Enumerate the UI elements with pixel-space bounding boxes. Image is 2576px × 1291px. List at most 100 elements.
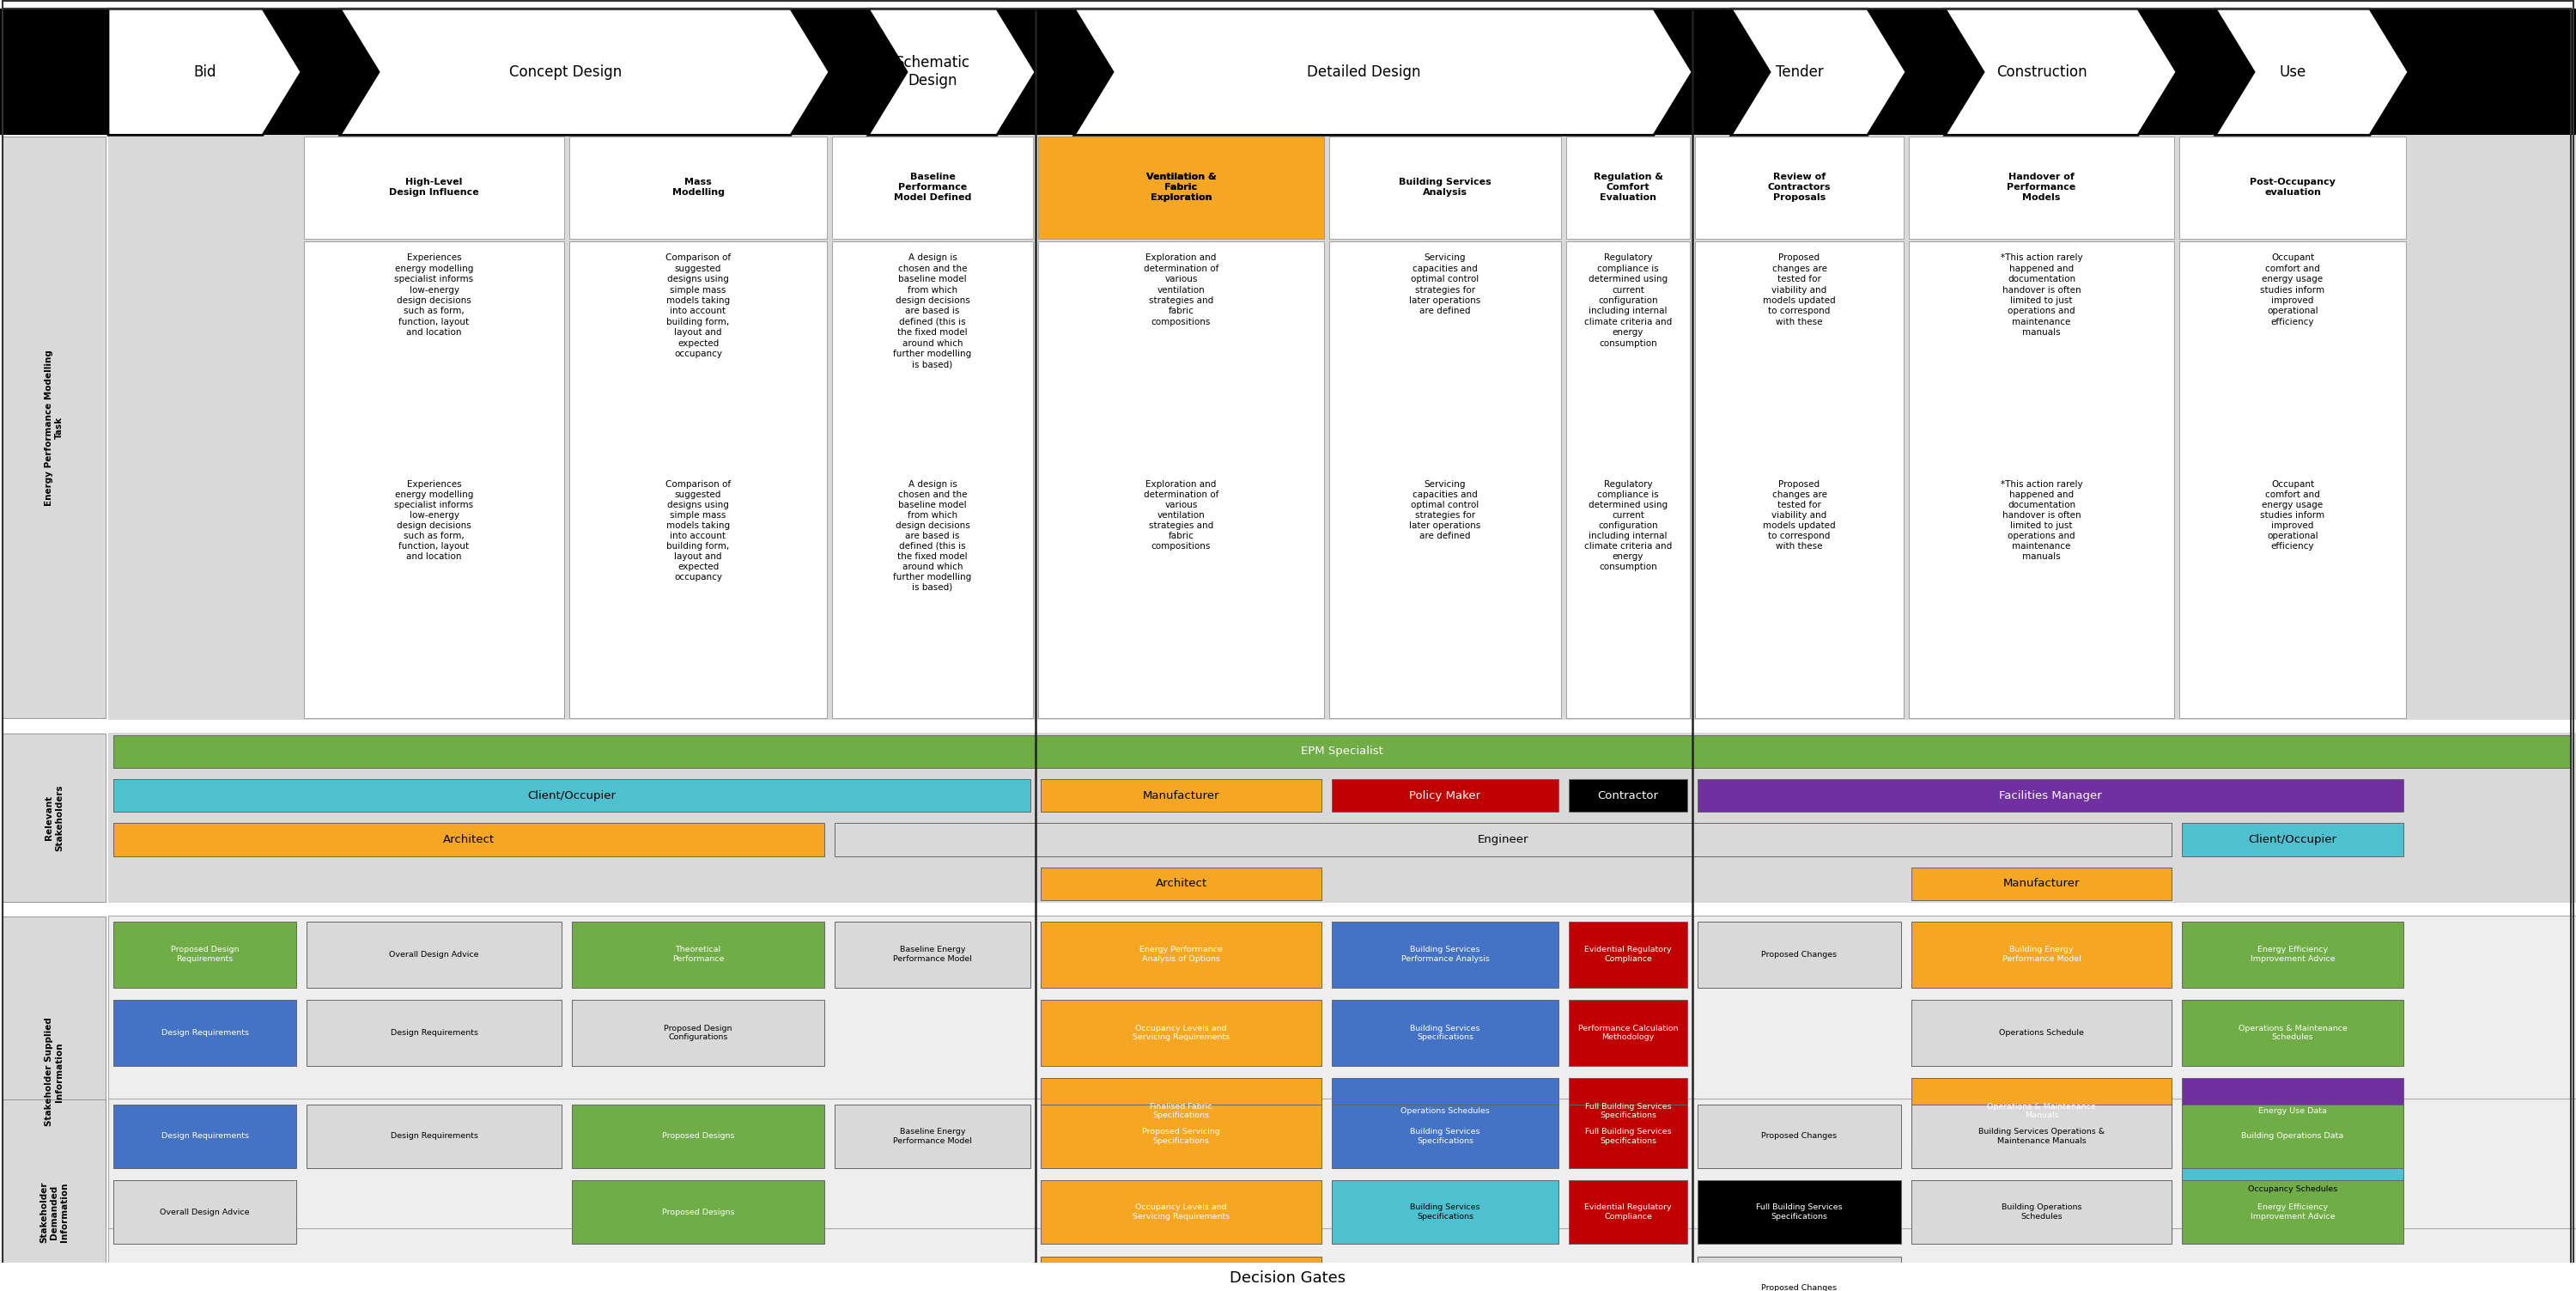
Bar [1038, 241, 1324, 718]
Text: Relevant
Stakeholders: Relevant Stakeholders [44, 784, 64, 851]
Bar [1698, 778, 2403, 812]
Bar [304, 241, 564, 718]
Bar [569, 241, 827, 718]
Text: Construction: Construction [1996, 65, 2087, 80]
Text: Regulation &
Comfort
Evaluation: Regulation & Comfort Evaluation [1592, 173, 1664, 203]
Text: Building Services
Specifications: Building Services Specifications [1409, 1128, 1481, 1145]
Text: Design Requirements: Design Requirements [392, 1029, 479, 1037]
Text: Occupant
comfort and
energy usage
studies inform
improved
operational
efficiency: Occupant comfort and energy usage studie… [2259, 254, 2326, 327]
Bar [2182, 1105, 2403, 1168]
Bar [108, 1099, 2576, 1291]
Bar [1909, 137, 2174, 239]
Bar [1911, 1105, 2172, 1168]
Bar [3, 917, 106, 1228]
Bar [108, 915, 2576, 1229]
Text: Baseline Energy
Performance Model: Baseline Energy Performance Model [894, 1128, 971, 1145]
Text: Performance Calculation
Methodology: Performance Calculation Methodology [1579, 1024, 1677, 1042]
Text: EPM Specialist: EPM Specialist [1301, 746, 1383, 757]
Bar [304, 137, 564, 239]
Text: Full Building Services
Specifications: Full Building Services Specifications [1584, 1103, 1672, 1119]
Text: A design is
chosen and the
baseline model
from which
design decisions
are based : A design is chosen and the baseline mode… [894, 254, 971, 369]
Text: Full Building Services
Specifications: Full Building Services Specifications [1757, 1203, 1842, 1220]
Bar [1332, 922, 1558, 988]
Bar [1911, 922, 2172, 988]
Bar [2182, 1078, 2403, 1144]
Text: Evidential Regulatory
Compliance: Evidential Regulatory Compliance [1584, 946, 1672, 963]
Text: Operations Schedules: Operations Schedules [1401, 1108, 1489, 1115]
Bar [569, 241, 827, 718]
Text: Engineer: Engineer [1479, 834, 1528, 846]
Text: Detailed Design: Detailed Design [1306, 65, 1422, 80]
Bar [1329, 241, 1561, 718]
Bar [1695, 137, 1904, 239]
Text: Exploration and
determination of
various
ventilation
strategies and
fabric
compo: Exploration and determination of various… [1144, 254, 1218, 327]
Bar [108, 136, 2576, 719]
Text: Building Energy
Performance Model: Building Energy Performance Model [2002, 946, 2081, 963]
Bar [2179, 241, 2406, 718]
Text: *This action rarely
happened and
documentation
handover is often
limited to just: *This action rarely happened and documen… [2002, 480, 2081, 560]
Text: Review of
Contractors
Proposals: Review of Contractors Proposals [1767, 173, 1832, 203]
Text: Building Services Operations &
Maintenance Manuals: Building Services Operations & Maintenan… [1978, 1128, 2105, 1145]
Bar [1041, 1105, 1321, 1168]
Text: Finalised Fabric
Specifications: Finalised Fabric Specifications [1149, 1103, 1213, 1119]
Bar [1909, 241, 2174, 718]
Text: Proposed Changes: Proposed Changes [1762, 950, 1837, 958]
Text: Overall Design Advice: Overall Design Advice [160, 1208, 250, 1216]
Text: Building Services
Performance Analysis: Building Services Performance Analysis [1401, 946, 1489, 963]
Bar [1569, 1078, 1687, 1144]
Bar [572, 922, 824, 988]
Text: Facilities Manager: Facilities Manager [1999, 790, 2102, 800]
Bar [1041, 922, 1321, 988]
Bar [1569, 1105, 1687, 1168]
Text: Building Operations
Schedules: Building Operations Schedules [2002, 1203, 2081, 1220]
Bar [1041, 778, 1321, 812]
Bar [572, 1001, 824, 1065]
Polygon shape [868, 9, 1036, 136]
Text: Schematic
Design: Schematic Design [896, 56, 969, 89]
Bar [1038, 137, 1324, 239]
Bar [1329, 137, 1561, 239]
Text: Occupancy Schedules: Occupancy Schedules [2249, 1185, 2336, 1193]
Bar [1911, 1078, 2172, 1144]
Polygon shape [108, 9, 301, 136]
Text: Stakeholder Supplied
Information: Stakeholder Supplied Information [44, 1017, 64, 1127]
Text: Baseline Energy
Performance Model: Baseline Energy Performance Model [894, 946, 971, 963]
Bar [2182, 1001, 2403, 1065]
Bar [108, 732, 2576, 902]
Bar [835, 922, 1030, 988]
Polygon shape [340, 9, 829, 136]
Bar [113, 778, 1030, 812]
Text: A design is
chosen and the
baseline model
from which
design decisions
are based : A design is chosen and the baseline mode… [894, 480, 971, 591]
Text: Design Requirements: Design Requirements [392, 1132, 479, 1140]
Bar [1695, 241, 1904, 718]
Polygon shape [1074, 9, 1692, 136]
Bar [307, 1001, 562, 1065]
Text: Design Requirements: Design Requirements [160, 1132, 247, 1140]
Polygon shape [1945, 9, 2177, 136]
Text: Exploration and
determination of
various
ventilation
strategies and
fabric
compo: Exploration and determination of various… [1144, 480, 1218, 550]
Text: Theoretical
Performance: Theoretical Performance [672, 946, 724, 963]
Text: Full Building Services
Specifications: Full Building Services Specifications [1584, 1128, 1672, 1145]
Text: Experiences
energy modelling
specialist informs
low-energy
design decisions
such: Experiences energy modelling specialist … [394, 480, 474, 560]
Bar [1569, 922, 1687, 988]
Bar [1332, 1078, 1558, 1144]
Text: Overall Design Advice: Overall Design Advice [389, 950, 479, 958]
Bar [307, 1105, 562, 1168]
Text: Comparison of
suggested
designs using
simple mass
models taking
into account
bui: Comparison of suggested designs using si… [665, 254, 732, 358]
Bar [2179, 137, 2406, 239]
Text: High-Level
Design Influence: High-Level Design Influence [389, 178, 479, 198]
Bar [2182, 824, 2403, 856]
Bar [1698, 1180, 1901, 1243]
Text: Ventilation &
Fabric
Exploration: Ventilation & Fabric Exploration [1146, 173, 1216, 203]
Text: Use: Use [2280, 65, 2306, 80]
Polygon shape [2215, 9, 2409, 136]
Text: Decision Gates: Decision Gates [1229, 1270, 1347, 1286]
Text: Architect: Architect [443, 834, 495, 846]
Text: Proposed Designs: Proposed Designs [662, 1132, 734, 1140]
Text: Proposed Servicing
Specifications: Proposed Servicing Specifications [1141, 1128, 1221, 1145]
Text: Manufacturer: Manufacturer [2004, 878, 2079, 889]
Text: Concept Design: Concept Design [510, 65, 621, 80]
Text: Stakeholder
Demanded
Information: Stakeholder Demanded Information [39, 1181, 70, 1243]
Text: Tender: Tender [1775, 65, 1824, 80]
Bar [1332, 778, 1558, 812]
